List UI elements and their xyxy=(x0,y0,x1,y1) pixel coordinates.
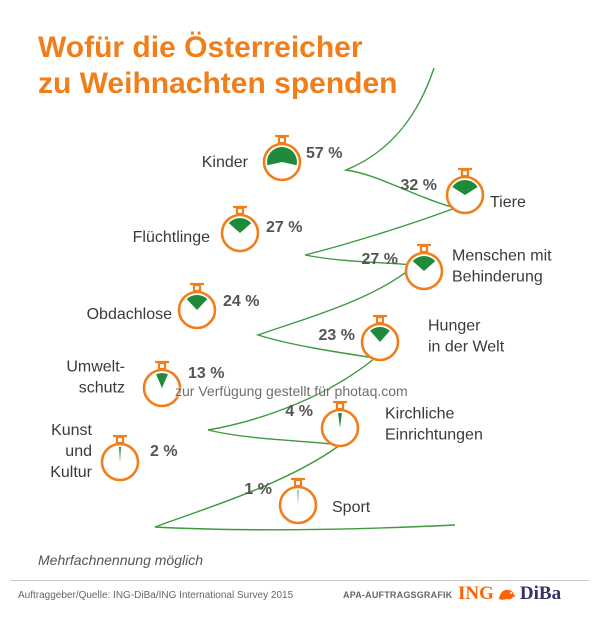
value-label: 27 % xyxy=(362,251,398,268)
category-label-line: Einrichtungen xyxy=(385,427,483,444)
category-label: Obdachlose xyxy=(87,306,172,323)
gauge-menschen-mit-behinderung: 27 % Menschen mit Behinderung xyxy=(362,243,552,291)
value-label: 32 % xyxy=(401,177,437,194)
chart-items: 57 % Kinder 32 % Tiere 27 % Flüchtlinge 27 % Me… xyxy=(50,134,552,525)
gauge-knob xyxy=(157,361,167,371)
value-label: 24 % xyxy=(223,293,259,310)
gauge-kirchliche-einrichtungen: 4 % Kirchliche Einrichtungen xyxy=(285,400,483,448)
gauge-knob xyxy=(277,135,287,145)
gauge-knob xyxy=(375,315,385,325)
logo-ing-text: ING xyxy=(458,583,494,604)
category-label: Tiere xyxy=(490,194,526,211)
gauge-knob xyxy=(235,206,245,216)
value-label: 4 % xyxy=(285,403,313,420)
category-label-line: Umwelt- xyxy=(66,359,125,376)
ing-diba-logo: ING DiBa xyxy=(458,583,561,605)
gauge-knob xyxy=(460,168,470,178)
category-label-line: Kirchliche xyxy=(385,406,454,423)
gauge-obdachlose: 24 % Obdachlose xyxy=(87,282,259,330)
value-label: 2 % xyxy=(150,443,178,460)
category-label-line: Sport xyxy=(332,499,371,516)
source-text: Auftraggeber/Quelle: ING-DiBa/ING Intern… xyxy=(18,590,294,601)
category-label: Kinder xyxy=(202,154,249,171)
gauge-knob xyxy=(335,401,345,411)
category-label-line: Tiere xyxy=(490,194,526,211)
gauge-wedge xyxy=(452,180,478,195)
gauge-knob xyxy=(293,478,303,488)
category-label-line: Behinderung xyxy=(452,269,543,286)
category-label: Umwelt-schutz xyxy=(66,359,125,397)
category-label: Menschen mit Behinderung xyxy=(452,248,552,286)
category-label: Kunst und Kultur xyxy=(50,422,92,481)
gauge-wedge xyxy=(297,490,299,505)
tree-outline xyxy=(154,67,458,531)
gauge-wedge xyxy=(156,372,168,388)
gauge-flüchtlinge: 27 % Flüchtlinge xyxy=(133,205,302,253)
title-line-2: zu Weihnachten spenden xyxy=(38,67,398,100)
category-label-line: in der Welt xyxy=(428,339,505,356)
gauge-hunger-in-der-welt: 23 % Hunger in der Welt xyxy=(319,314,505,362)
gauge-knob xyxy=(192,283,202,293)
value-label: 13 % xyxy=(188,365,224,382)
gauge-sport: 1 % Sport xyxy=(244,477,371,525)
gauge-kinder: 57 % Kinder xyxy=(202,134,342,182)
category-label-line: Kultur xyxy=(50,464,92,481)
gauge-knob xyxy=(115,435,125,445)
category-label: Flüchtlinge xyxy=(133,229,210,246)
logo-diba-text: DiBa xyxy=(519,583,562,604)
lion-icon xyxy=(498,589,516,600)
gauge-wedge xyxy=(370,327,390,342)
value-label: 1 % xyxy=(244,481,272,498)
category-label-line: schutz xyxy=(79,380,125,397)
title-line-1: Wofür die Österreicher xyxy=(38,31,363,64)
category-label: Kirchliche Einrichtungen xyxy=(385,406,483,444)
gauge-kunst-und-kultur: 2 % Kunst und Kultur xyxy=(50,422,178,482)
gauge-tiere: 32 % Tiere xyxy=(401,167,526,215)
footnote: Mehrfachnennung möglich xyxy=(38,552,203,568)
category-label-line: und xyxy=(65,443,92,460)
category-label: Hunger in der Welt xyxy=(428,318,505,356)
value-label: 23 % xyxy=(319,327,355,344)
gauge-knob xyxy=(419,244,429,254)
footer-divider xyxy=(10,580,589,581)
gauge-wedge xyxy=(186,295,208,310)
chart-title: Wofür die Österreicher zu Weihnachten sp… xyxy=(38,30,398,102)
value-label: 57 % xyxy=(306,145,342,162)
gauge-wedge xyxy=(338,413,342,428)
category-label-line: Menschen mit xyxy=(452,248,552,265)
gauge-wedge xyxy=(119,447,121,462)
value-label: 27 % xyxy=(266,219,302,236)
gauge-wedge xyxy=(228,218,252,233)
category-label-line: Hunger xyxy=(428,318,481,335)
category-label-line: Kunst xyxy=(51,422,92,439)
gauge-wedge xyxy=(267,147,297,166)
category-label-line: Obdachlose xyxy=(87,306,172,323)
gauge-umweltschutz: 13 % Umwelt-schutz xyxy=(66,359,224,408)
category-label-line: Flüchtlinge xyxy=(133,229,210,246)
watermark: zur Verfügung gestellt für photaq.com xyxy=(175,383,408,399)
category-label-line: Kinder xyxy=(202,154,249,171)
credit-text: APA-AUFTRAGSGRAFIK xyxy=(343,590,453,600)
category-label: Sport xyxy=(332,499,371,516)
gauge-wedge xyxy=(412,256,436,271)
